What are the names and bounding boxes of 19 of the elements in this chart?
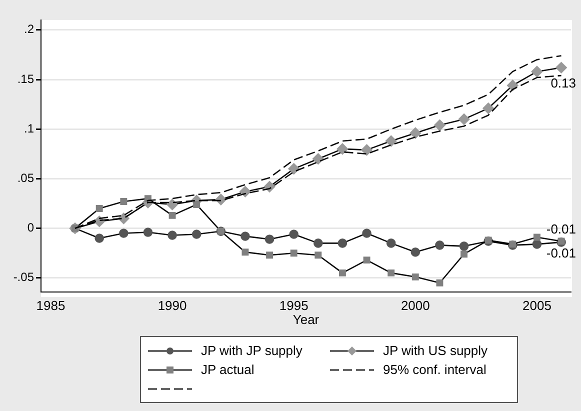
legend-label: JP with US supply bbox=[383, 343, 488, 358]
y-tick-label: .05 bbox=[17, 171, 34, 186]
y-tick-label: .15 bbox=[17, 72, 34, 86]
x-tick-label: 2005 bbox=[522, 298, 552, 314]
y-tick-label: 0 bbox=[27, 220, 34, 235]
y-tick-label: .1 bbox=[24, 121, 34, 136]
x-tick-label: 2000 bbox=[400, 298, 430, 314]
legend-label: JP actual bbox=[201, 362, 254, 377]
x-tick-label: 1990 bbox=[158, 298, 187, 314]
x-axis-title: Year bbox=[292, 312, 320, 327]
y-tick-label: .2 bbox=[24, 22, 34, 36]
annotation: -0.01 bbox=[546, 246, 576, 261]
legend-label: 95% conf. interval bbox=[383, 362, 486, 377]
legend-label: JP with JP supply bbox=[201, 343, 302, 358]
x-tick-label: 1995 bbox=[279, 298, 308, 314]
annotation: 0.13 bbox=[550, 76, 576, 91]
y-tick-label: -.05 bbox=[13, 270, 34, 284]
annotation: -0.01 bbox=[546, 222, 576, 237]
x-tick-label: 1985 bbox=[36, 298, 66, 314]
